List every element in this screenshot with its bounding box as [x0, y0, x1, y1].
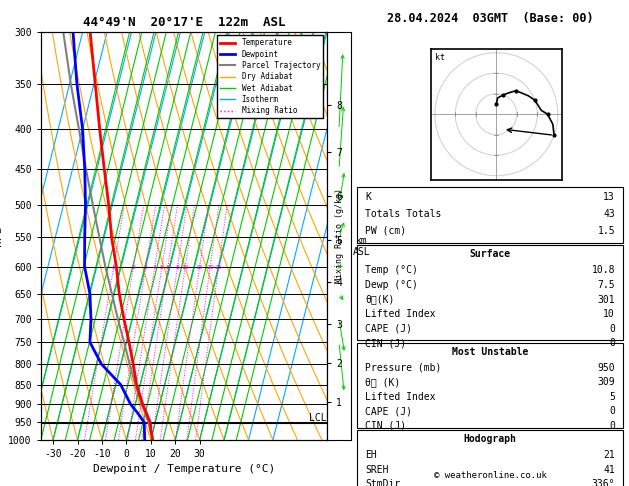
Text: 309: 309	[598, 377, 615, 387]
Title: 44°49'N  20°17'E  122m  ASL: 44°49'N 20°17'E 122m ASL	[83, 16, 285, 29]
Text: 0: 0	[610, 338, 615, 348]
Text: Lifted Index: Lifted Index	[365, 392, 435, 402]
Bar	[357, 343, 623, 428]
Text: 15: 15	[196, 265, 204, 270]
Text: K: K	[365, 192, 370, 202]
Text: Dewp (°C): Dewp (°C)	[365, 280, 418, 290]
Text: 5: 5	[610, 392, 615, 402]
Text: 950: 950	[598, 363, 615, 373]
Text: θᴄ (K): θᴄ (K)	[365, 377, 400, 387]
Text: CIN (J): CIN (J)	[365, 338, 406, 348]
Text: 7.5: 7.5	[598, 280, 615, 290]
Text: Totals Totals: Totals Totals	[365, 209, 442, 219]
Text: Mixing Ratio (g/kg): Mixing Ratio (g/kg)	[335, 188, 343, 283]
Text: Pressure (mb): Pressure (mb)	[365, 363, 442, 373]
Text: 3: 3	[143, 265, 148, 270]
Text: 0: 0	[610, 421, 615, 431]
Text: 10: 10	[181, 265, 189, 270]
Text: Hodograph: Hodograph	[464, 434, 516, 444]
Text: EH: EH	[365, 450, 377, 460]
Text: 0: 0	[610, 324, 615, 334]
Text: 20: 20	[206, 265, 214, 270]
Text: © weatheronline.co.uk: © weatheronline.co.uk	[433, 471, 547, 480]
Text: 1: 1	[112, 265, 116, 270]
Text: 28.04.2024  03GMT  (Base: 00): 28.04.2024 03GMT (Base: 00)	[387, 12, 593, 25]
Text: 0: 0	[610, 406, 615, 417]
Text: kt: kt	[435, 52, 445, 62]
Text: CAPE (J): CAPE (J)	[365, 406, 412, 417]
Text: 2: 2	[131, 265, 135, 270]
Text: 336°: 336°	[592, 479, 615, 486]
Text: 6: 6	[166, 265, 170, 270]
Legend: Temperature, Dewpoint, Parcel Trajectory, Dry Adiabat, Wet Adiabat, Isotherm, Mi: Temperature, Dewpoint, Parcel Trajectory…	[217, 35, 323, 118]
Text: StmDir: StmDir	[365, 479, 400, 486]
Text: PW (cm): PW (cm)	[365, 226, 406, 236]
Text: Most Unstable: Most Unstable	[452, 347, 528, 357]
Bar	[357, 187, 623, 243]
Text: LCL: LCL	[309, 413, 326, 423]
Text: θᴄ(K): θᴄ(K)	[365, 295, 394, 305]
Text: Surface: Surface	[469, 249, 511, 260]
Text: CIN (J): CIN (J)	[365, 421, 406, 431]
Y-axis label: km
ASL: km ASL	[353, 236, 370, 257]
Text: 25: 25	[214, 265, 223, 270]
Bar	[357, 430, 623, 486]
Text: 1.5: 1.5	[598, 226, 615, 236]
Text: 301: 301	[598, 295, 615, 305]
X-axis label: Dewpoint / Temperature (°C): Dewpoint / Temperature (°C)	[93, 465, 275, 474]
Text: 13: 13	[603, 192, 615, 202]
Text: 43: 43	[603, 209, 615, 219]
Text: 10.8: 10.8	[592, 265, 615, 276]
Text: SREH: SREH	[365, 465, 388, 475]
Text: 41: 41	[603, 465, 615, 475]
Text: 4: 4	[153, 265, 157, 270]
Text: 10: 10	[603, 309, 615, 319]
Bar	[357, 245, 623, 340]
Text: 8: 8	[175, 265, 179, 270]
Text: CAPE (J): CAPE (J)	[365, 324, 412, 334]
Text: 5: 5	[160, 265, 164, 270]
Y-axis label: hPa: hPa	[0, 226, 3, 246]
Text: Temp (°C): Temp (°C)	[365, 265, 418, 276]
Text: Lifted Index: Lifted Index	[365, 309, 435, 319]
Text: 21: 21	[603, 450, 615, 460]
